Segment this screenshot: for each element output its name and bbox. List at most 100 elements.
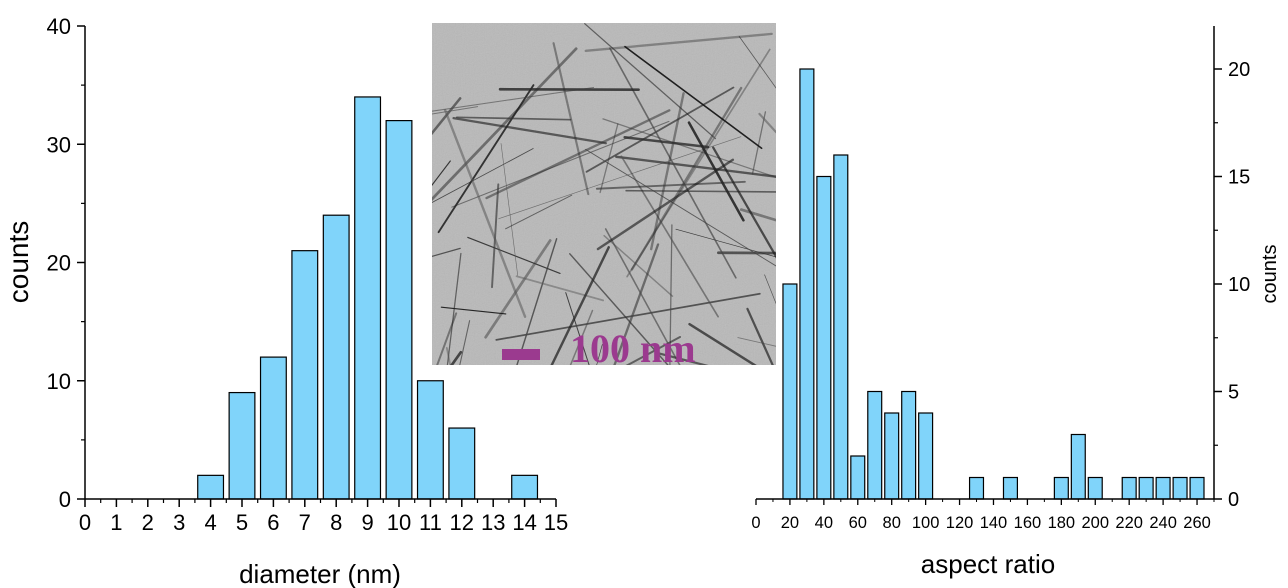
- nanofiber: [630, 86, 743, 271]
- nanofiber: [688, 322, 757, 365]
- diameter-y-axis-title: counts: [3, 221, 34, 304]
- nanofiber: [669, 224, 673, 365]
- aspect-ratio-bar: [816, 175, 832, 500]
- nanofiber: [443, 109, 527, 318]
- diameter-x-tick-label: 11: [419, 510, 442, 535]
- diameter-bars: [197, 96, 539, 500]
- aspect-ratio-bars: [782, 68, 1205, 500]
- aspect-ratio-x-tick-label: 120: [946, 514, 974, 532]
- aspect-ratio-x-tick-label: 80: [883, 514, 901, 532]
- tem-micrograph-inset: 100 nm: [432, 23, 776, 365]
- nanofiber: [459, 320, 471, 365]
- aspect-ratio-bar: [1087, 476, 1103, 500]
- nanofiber: [432, 47, 578, 202]
- aspect-ratio-bar: [1002, 476, 1018, 500]
- diameter-x-tick-label: 0: [79, 510, 91, 535]
- aspect-ratio-y-tick-label: 0: [1228, 489, 1239, 511]
- nanofiber: [505, 194, 573, 230]
- diameter-x-tick-label: 5: [236, 510, 248, 535]
- nanofibers: [432, 23, 776, 365]
- nanofiber: [432, 106, 479, 115]
- nanofiber: [599, 123, 619, 194]
- aspect-ratio-x-tick-label: 100: [912, 514, 940, 532]
- nanofiber: [746, 307, 774, 365]
- nanofiber: [687, 121, 745, 222]
- aspect-ratio-bar: [918, 412, 934, 500]
- aspect-ratio-y-tick-label: 5: [1228, 382, 1239, 404]
- aspect-ratio-bar: [1155, 476, 1171, 500]
- diameter-x-axis-title: diameter (nm): [239, 559, 401, 588]
- nanofiber: [625, 336, 681, 365]
- diameter-bar: [511, 474, 539, 500]
- diameter-bar: [291, 250, 319, 500]
- nanofiber: [515, 275, 605, 302]
- diameter-x-tick-label: 12: [450, 510, 474, 535]
- diameter-x-tick-label: 13: [481, 510, 505, 535]
- diameter-bar: [416, 380, 444, 500]
- diameter-y-tick-label: 40: [47, 14, 71, 39]
- nanofiber: [446, 252, 462, 365]
- aspect-ratio-x-tick-label: 20: [781, 514, 799, 532]
- nanofiber: [550, 246, 610, 365]
- diameter-bar: [197, 474, 225, 500]
- scale-bar: [502, 349, 540, 360]
- diameter-x-tick-label: 1: [110, 510, 122, 535]
- aspect-ratio-y-tick-label: 20: [1228, 59, 1250, 81]
- nanofiber: [624, 45, 763, 150]
- diameter-bar: [322, 214, 350, 500]
- diameter-y-tick-label: 20: [47, 251, 71, 276]
- nanofiber: [595, 180, 746, 190]
- diameter-x-tick-label: 7: [299, 510, 311, 535]
- aspect-ratio-y-tick-label: 10: [1228, 274, 1250, 296]
- nanofiber: [613, 243, 660, 365]
- nanofiber: [432, 87, 595, 112]
- nanofiber: [436, 312, 458, 365]
- nanofiber: [615, 155, 776, 178]
- aspect-ratio-y-axis-title: counts: [1259, 245, 1281, 304]
- diameter-x-tick-label: 2: [142, 510, 154, 535]
- aspect-ratio-x-tick-label: 0: [751, 514, 760, 532]
- nanofiber: [491, 183, 500, 289]
- aspect-ratio-bar: [799, 68, 815, 500]
- nanofiber: [452, 116, 607, 145]
- aspect-ratio-bar: [1121, 476, 1137, 500]
- aspect-ratio-x-tick-label: 160: [1014, 514, 1042, 532]
- nanofiber: [432, 148, 534, 203]
- aspect-ratio-x-tick-label: 220: [1115, 514, 1143, 532]
- diameter-bar: [228, 391, 256, 500]
- aspect-ratio-x-tick-label: 200: [1081, 514, 1109, 532]
- aspect-ratio-bar: [1172, 476, 1188, 500]
- nanofiber: [656, 351, 709, 365]
- aspect-ratio-ticks: 0 20 40 60 80 100 120 140 160 180 200 220 240 260 0 5 10…: [751, 59, 1250, 532]
- nanofiber: [495, 292, 761, 341]
- nanofiber: [604, 228, 681, 365]
- nanofiber: [569, 309, 594, 365]
- nanofiber: [626, 48, 771, 278]
- diameter-y-tick-label: 10: [47, 369, 71, 394]
- aspect-ratio-bar: [901, 390, 917, 500]
- nanofiber: [717, 251, 776, 255]
- nanofiber: [738, 36, 776, 89]
- nanofiber: [620, 155, 719, 318]
- nanofiber: [585, 86, 735, 173]
- diameter-x-tick-label: 14: [512, 510, 536, 535]
- aspect-ratio-bar: [833, 154, 849, 500]
- nanofiber: [432, 160, 451, 186]
- nanofiber: [440, 306, 507, 315]
- aspect-ratio-x-tick-label: 40: [815, 514, 833, 532]
- aspect-ratio-x-tick-label: 240: [1149, 514, 1177, 532]
- diameter-bar: [354, 96, 382, 500]
- nanofiber: [584, 32, 773, 53]
- nanofiber: [485, 109, 671, 200]
- nanofiber: [584, 23, 717, 140]
- aspect-ratio-bar: [1053, 476, 1069, 500]
- nanofiber: [596, 158, 735, 251]
- nanofiber: [569, 253, 669, 365]
- aspect-ratio-bar: [782, 283, 798, 500]
- nanofiber: [609, 47, 737, 279]
- aspect-ratio-bar: [1138, 476, 1154, 500]
- aspect-ratio-bar: [1070, 433, 1086, 500]
- diameter-x-tick-label: 10: [387, 510, 411, 535]
- nanofiber: [596, 344, 603, 365]
